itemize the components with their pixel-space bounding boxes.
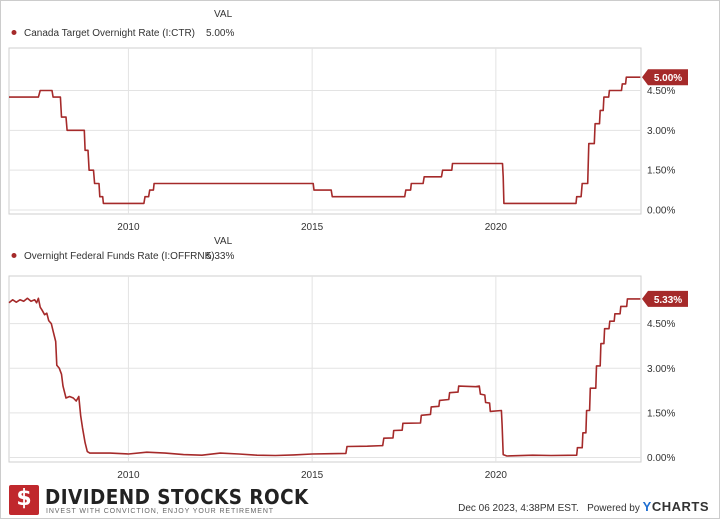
chart-canvas: VAL Canada Target Overnight Rate (I:CTR) 5… — [8, 9, 688, 481]
y-tick-label: 4.50% — [647, 86, 675, 97]
timestamp: Dec 06 2023, 4:38PM EST. — [458, 503, 579, 514]
legend-marker — [11, 30, 17, 35]
chart-panel: VAL Canada Target Overnight Rate (I:CTR) 5… — [8, 9, 688, 233]
footer-credits: Dec 06 2023, 4:38PM EST. Powered by YCHA… — [458, 499, 709, 514]
logo-title: DIVIDEND STOCKS ROCK — [45, 485, 309, 509]
last-value-label: 5.33% — [654, 295, 682, 306]
x-tick-label: 2015 — [301, 470, 324, 481]
y-tick-label: 1.50% — [647, 408, 675, 419]
powered-by-label: Powered by — [587, 503, 640, 514]
legend-series-name: Canada Target Overnight Rate (I:CTR) — [24, 28, 195, 39]
y-tick-label: 0.00% — [647, 453, 675, 464]
y-tick-label: 3.00% — [647, 364, 675, 375]
x-tick-label: 2010 — [117, 222, 140, 233]
x-tick-label: 2020 — [485, 470, 508, 481]
dollar-sign-icon: $ — [9, 485, 39, 515]
logo-tagline: INVEST WITH CONVICTION, ENJOY YOUR RETIR… — [46, 508, 274, 515]
plot-area — [8, 47, 642, 215]
x-tick-label: 2010 — [117, 470, 140, 481]
last-value-label: 5.00% — [654, 73, 682, 84]
x-tick-label: 2015 — [301, 222, 324, 233]
last-value-flag — [642, 69, 688, 86]
x-tick-label: 2020 — [485, 222, 508, 233]
legend-marker — [11, 253, 17, 258]
y-tick-label: 4.50% — [647, 319, 675, 330]
y-tick-label: 0.00% — [647, 206, 675, 217]
legend-column-header: VAL — [214, 9, 233, 20]
legend-column-header: VAL — [214, 236, 233, 247]
legend-series-value: 5.00% — [206, 28, 234, 39]
last-value-flag — [642, 290, 688, 307]
chart-panel: VAL Overnight Federal Funds Rate (I:OFFRN… — [8, 236, 688, 481]
ycharts-logo[interactable]: YCHARTS — [642, 499, 709, 514]
footer: $ DIVIDEND STOCKS ROCK INVEST WITH CONVI… — [1, 481, 719, 519]
series-line — [8, 297, 641, 457]
y-tick-label: 1.50% — [647, 166, 675, 177]
series-line — [9, 76, 641, 205]
legend-series-name: Overnight Federal Funds Rate (I:OFFRNK) — [24, 251, 215, 262]
legend-series-value: 5.33% — [206, 251, 234, 262]
plot-area — [8, 275, 642, 463]
dividend-stocks-rock-logo[interactable]: $ DIVIDEND STOCKS ROCK INVEST WITH CONVI… — [9, 485, 308, 517]
y-tick-label: 3.00% — [647, 126, 675, 137]
